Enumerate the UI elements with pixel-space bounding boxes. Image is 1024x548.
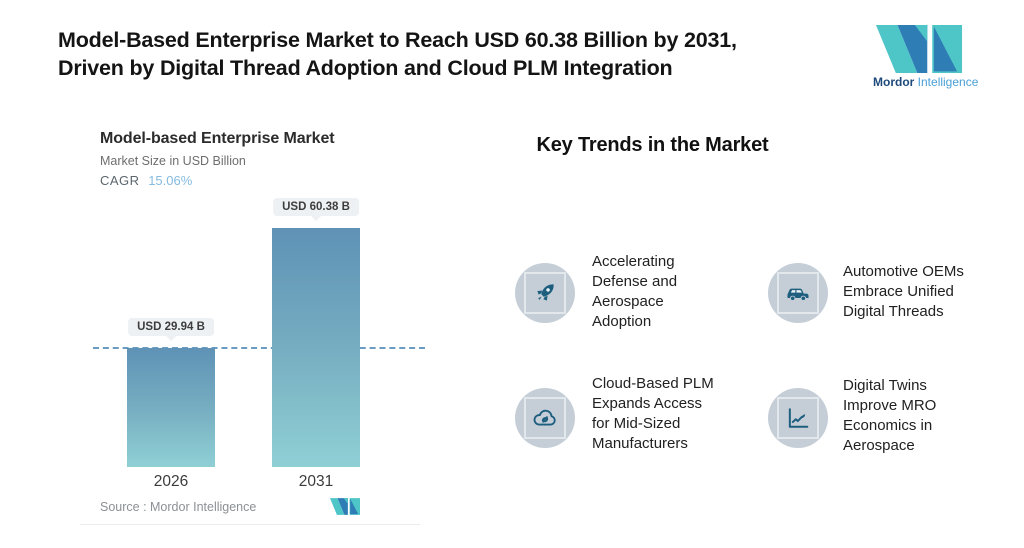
x-axis-label-2031: 2031 bbox=[298, 473, 334, 490]
callout-pointer bbox=[310, 216, 321, 221]
page-title: Model-Based Enterprise Market to Reach U… bbox=[58, 27, 858, 82]
bar-2026-rect bbox=[127, 348, 215, 467]
chart-subtitle: Market Size in USD Billion bbox=[100, 154, 246, 168]
line-chart-icon bbox=[788, 408, 809, 428]
mordor-logo-icon bbox=[875, 25, 963, 73]
icon-frame bbox=[524, 272, 566, 314]
trend-4-icon-circle bbox=[768, 388, 828, 448]
brand-name-light: Intelligence bbox=[917, 75, 979, 89]
page-title-line1: Model-Based Enterprise Market to Reach U… bbox=[58, 28, 737, 52]
trends-heading: Key Trends in the Market bbox=[536, 134, 769, 156]
rocket-icon bbox=[537, 284, 554, 301]
page-title-line2: Driven by Digital Thread Adoption and Cl… bbox=[58, 55, 673, 80]
trend-3-icon-circle bbox=[515, 388, 575, 448]
x-axis-label-2026: 2026 bbox=[153, 473, 189, 490]
icon-frame bbox=[777, 272, 819, 314]
chart-plot: USD 29.94 B USD 60.38 B bbox=[93, 198, 425, 467]
callout-pointer bbox=[165, 336, 176, 341]
chart-source: Source : Mordor Intelligence bbox=[100, 500, 257, 514]
trend-2-text: Automotive OEMs Embrace Unified Digital … bbox=[843, 263, 964, 320]
bar-2031-value-callout: USD 60.38 B bbox=[273, 197, 359, 221]
chart-title: Model-based Enterprise Market bbox=[100, 130, 335, 147]
trend-4-text: Digital Twins Improve MRO Economics in A… bbox=[843, 377, 937, 454]
mordor-intelligence-logo: Mordor Intelligence bbox=[873, 25, 978, 89]
dashed-reference-line bbox=[93, 347, 425, 349]
cagr-label: CAGR bbox=[100, 173, 140, 188]
bar-2031-rect bbox=[272, 228, 360, 467]
trend-2-icon-circle bbox=[768, 263, 828, 323]
car-icon bbox=[787, 288, 809, 301]
cagr-row: CAGR 15.06% bbox=[100, 173, 192, 188]
icon-frame bbox=[777, 397, 819, 439]
icon-frame bbox=[524, 397, 566, 439]
cloud-sync-icon bbox=[533, 409, 556, 426]
bar-2026-value-callout: USD 29.94 B bbox=[128, 317, 214, 341]
brand-wordmark: Mordor Intelligence bbox=[873, 75, 978, 89]
trend-3-text: Cloud-Based PLM Expands Access for Mid-S… bbox=[592, 375, 714, 452]
mordor-logo-icon-small bbox=[330, 498, 360, 515]
trend-1-icon-circle bbox=[515, 263, 575, 323]
brand-name-bold: Mordor bbox=[873, 75, 915, 89]
cagr-value: 15.06% bbox=[148, 173, 193, 188]
trend-1-text: Accelerating Defense and Aerospace Adopt… bbox=[592, 253, 678, 330]
bar-2026-value-label: USD 29.94 B bbox=[128, 318, 214, 336]
market-chart-card: Model-based Enterprise Market Market Siz… bbox=[80, 118, 425, 525]
bar-2031-value-label: USD 60.38 B bbox=[273, 198, 359, 216]
